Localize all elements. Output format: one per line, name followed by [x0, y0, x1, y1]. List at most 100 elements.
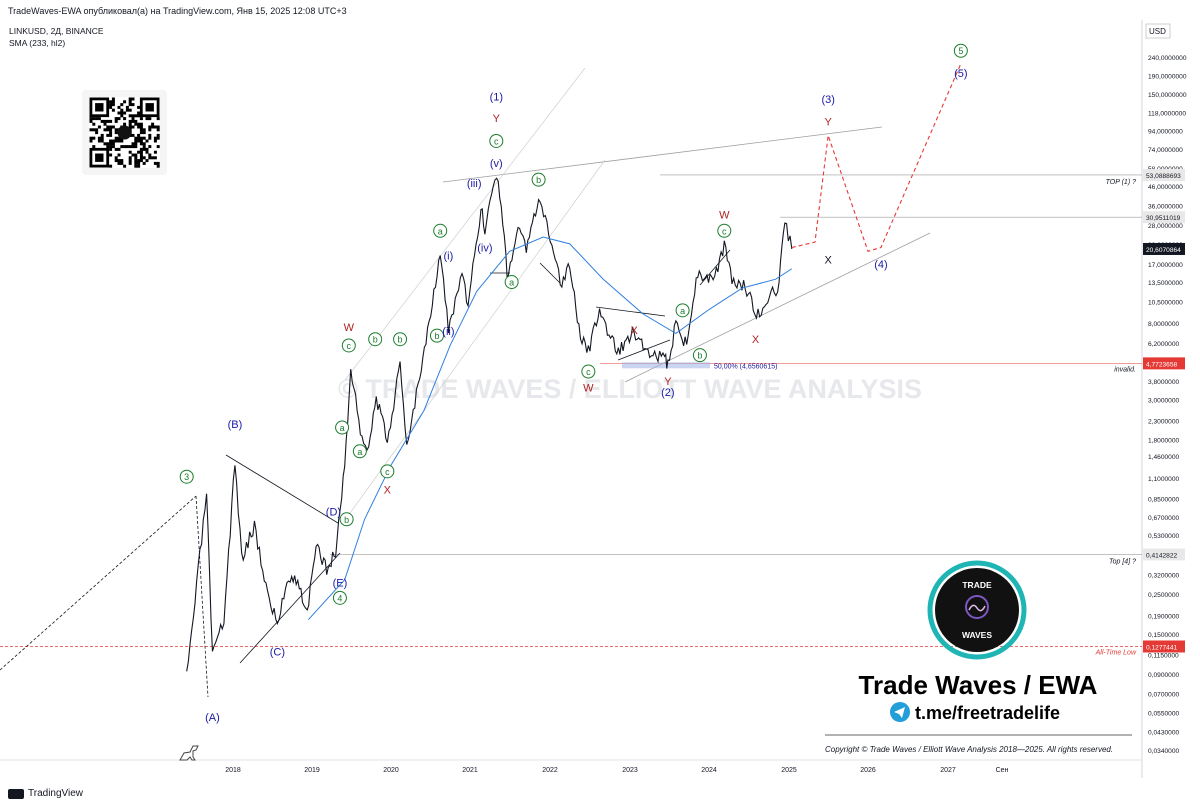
- price-label: 30,9511019: [1146, 215, 1181, 222]
- price-label: 0,1277441: [1146, 644, 1178, 651]
- tradingview-label: TradingView: [28, 788, 84, 799]
- telegram-link[interactable]: t.me/freetradelife: [890, 702, 1060, 723]
- wave-circle: [335, 420, 350, 435]
- price-label-box: [1143, 242, 1185, 255]
- wave-circle: [489, 133, 504, 148]
- y-tick-label: 1,4600000: [1148, 454, 1180, 461]
- wave-label: X: [630, 325, 638, 337]
- wave-label: c: [494, 136, 499, 146]
- y-tick-label: 0,3200000: [1148, 573, 1180, 580]
- y-tick-label: 0,1900000: [1148, 613, 1180, 620]
- wave-circle: [504, 275, 519, 290]
- tradingview-icon: [8, 788, 24, 799]
- wave-circle: [380, 464, 395, 479]
- wave-label: c: [385, 467, 390, 477]
- y-tick-label: 0,1150000: [1148, 653, 1179, 660]
- x-tick-label: 2021: [462, 767, 478, 774]
- wave-label: (4): [874, 259, 887, 271]
- qr-code: [82, 90, 167, 175]
- wave-label: b: [434, 331, 439, 341]
- wave-circle: [692, 348, 707, 363]
- x-tick-label: 2022: [542, 767, 558, 774]
- projection-line: [791, 63, 962, 252]
- logo-bottom-text: WAVES: [962, 630, 992, 640]
- wave-label: (ii): [442, 326, 454, 338]
- copyright: Copyright © Trade Waves / Elliott Wave A…: [825, 745, 1113, 754]
- y-tick-label: 74,0000000: [1148, 147, 1183, 154]
- wave-label: Y: [664, 376, 672, 388]
- wave-label: X: [752, 334, 760, 346]
- y-tick-label: 190,0000000: [1148, 73, 1187, 80]
- y-tick-label: 3,8000000: [1148, 379, 1180, 386]
- wave-circle: [339, 512, 354, 527]
- wave-label: (D): [326, 506, 341, 518]
- wave-circle: [717, 223, 732, 238]
- wave-label: Y: [825, 117, 833, 129]
- level-label: Top [4] ?: [1109, 558, 1136, 565]
- sma-line: [307, 236, 793, 621]
- price-line: [186, 177, 793, 672]
- wave-label: b: [536, 175, 541, 185]
- wave-label: c: [347, 341, 352, 351]
- y-tick-label: 6,2000000: [1148, 341, 1180, 348]
- currency-label: USD: [1149, 27, 1166, 36]
- level-label: All-Time Low: [1095, 650, 1137, 657]
- price-label: 20,6070864: [1146, 247, 1181, 254]
- wave-label: (i): [444, 250, 454, 262]
- wave-label: (2): [661, 387, 674, 399]
- y-tick-label: 0,2500000: [1148, 592, 1180, 599]
- y-tick-label: 10,5000000: [1148, 300, 1183, 307]
- y-tick-label: 0,0430000: [1148, 730, 1180, 737]
- wave-label: Y: [493, 113, 501, 125]
- wave-label: b: [344, 515, 349, 525]
- wave-circle: [429, 328, 444, 343]
- price-label-box: [1143, 357, 1185, 370]
- svg-text:t.me/freetradelife: t.me/freetradelife: [915, 703, 1060, 723]
- wave-label: X: [384, 485, 392, 497]
- y-tick-label: 36,0000000: [1148, 203, 1183, 210]
- wave-label: (5): [954, 68, 967, 80]
- level-label: TOP (1) ?: [1106, 179, 1136, 186]
- y-tick-label: 0,8500000: [1148, 496, 1180, 503]
- y-tick-label: 0,5300000: [1148, 533, 1180, 540]
- publisher-line: TradeWaves-EWA опубликовал(а) на Trading…: [8, 6, 347, 16]
- wave-label: (B): [228, 419, 243, 431]
- price-label: 53,0888693: [1146, 173, 1181, 180]
- wave-label: a: [340, 423, 345, 433]
- x-tick-label: 2018: [225, 767, 241, 774]
- price-label: 4,7723658: [1146, 361, 1178, 368]
- indicator-line: SMA (233, hl2): [9, 38, 66, 48]
- y-tick-label: 0,0550000: [1148, 710, 1180, 717]
- wave-circle: [581, 364, 596, 379]
- wave-label: (iii): [467, 178, 482, 190]
- tradingview-footer: TradingView: [8, 788, 83, 799]
- wave-label: (C): [270, 646, 285, 658]
- wave-label: (iv): [477, 243, 492, 255]
- x-tick-label: 2019: [304, 767, 320, 774]
- wave-label: (A): [205, 712, 220, 724]
- x-tick-label: 2027: [940, 767, 956, 774]
- price-label: 0,4142822: [1146, 552, 1178, 559]
- wave-label: a: [438, 226, 443, 236]
- x-tick-label: 2025: [781, 767, 797, 774]
- dino-icon: [179, 745, 199, 761]
- wave-label: 5: [958, 46, 963, 56]
- wave-circle: [368, 332, 383, 347]
- wave-circle: [393, 332, 408, 347]
- wave-label: (v): [490, 158, 503, 170]
- trade-waves-logo: TRADE WAVES: [927, 560, 1027, 660]
- fib-label: 50,00% (4,6560615): [714, 363, 777, 370]
- x-tick-label: 2024: [701, 767, 717, 774]
- brand-name: Trade Waves / EWA: [859, 670, 1098, 700]
- wave-circle: [531, 172, 546, 187]
- wave-circle: [352, 444, 367, 459]
- y-tick-label: 46,0000000: [1148, 184, 1183, 191]
- y-tick-label: 0,0340000: [1148, 748, 1180, 755]
- wave-label: a: [357, 447, 362, 457]
- price-label-box: [1143, 168, 1185, 181]
- y-tick-label: 1,1000000: [1148, 476, 1180, 483]
- y-tick-label: 118,0000000: [1148, 111, 1186, 118]
- wave-label: 4: [337, 593, 342, 603]
- wave-label: (E): [333, 577, 348, 589]
